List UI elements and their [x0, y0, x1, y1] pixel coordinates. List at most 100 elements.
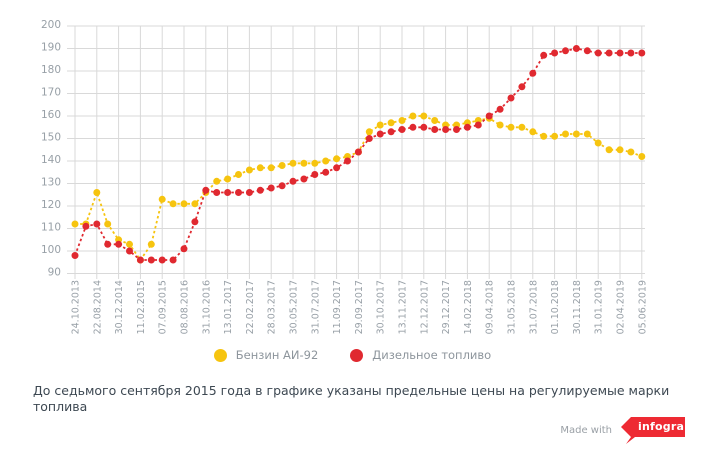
- data-point[interactable]: [158, 256, 166, 264]
- data-point[interactable]: [136, 256, 144, 264]
- data-point[interactable]: [420, 112, 428, 120]
- data-point[interactable]: [104, 220, 112, 228]
- data-point[interactable]: [376, 130, 384, 138]
- data-point[interactable]: [267, 164, 275, 172]
- data-point[interactable]: [627, 148, 635, 156]
- data-point[interactable]: [333, 155, 341, 163]
- data-point[interactable]: [180, 245, 188, 253]
- benzin-legend-marker-icon: [213, 348, 227, 362]
- data-point[interactable]: [572, 45, 580, 52]
- data-point[interactable]: [235, 189, 242, 196]
- data-point[interactable]: [115, 240, 123, 248]
- data-point[interactable]: [93, 220, 101, 228]
- data-point[interactable]: [540, 51, 548, 59]
- data-point[interactable]: [256, 186, 264, 194]
- data-point[interactable]: [431, 126, 439, 133]
- data-point[interactable]: [224, 175, 232, 183]
- data-point[interactable]: [256, 164, 264, 172]
- data-point[interactable]: [213, 189, 221, 196]
- data-point[interactable]: [71, 220, 79, 228]
- data-point[interactable]: [126, 240, 133, 248]
- x-axis-tick-label: 14.02.2018: [463, 280, 474, 334]
- data-point[interactable]: [147, 256, 155, 264]
- data-point[interactable]: [169, 200, 177, 208]
- data-point[interactable]: [245, 189, 253, 196]
- data-point[interactable]: [169, 256, 177, 264]
- data-point[interactable]: [442, 126, 450, 133]
- data-point[interactable]: [507, 123, 515, 131]
- data-point[interactable]: [71, 252, 79, 259]
- data-point[interactable]: [224, 189, 232, 196]
- data-point[interactable]: [605, 49, 613, 57]
- data-point[interactable]: [235, 171, 242, 178]
- data-point[interactable]: [354, 148, 362, 156]
- data-point[interactable]: [540, 132, 548, 140]
- data-point[interactable]: [551, 49, 559, 57]
- data-point[interactable]: [300, 175, 308, 183]
- data-point[interactable]: [376, 121, 384, 129]
- data-point[interactable]: [180, 200, 188, 208]
- data-point[interactable]: [616, 146, 624, 154]
- data-point[interactable]: [496, 121, 504, 129]
- data-point[interactable]: [344, 157, 351, 165]
- data-point[interactable]: [627, 49, 635, 57]
- data-point[interactable]: [213, 177, 221, 185]
- data-point[interactable]: [638, 153, 646, 160]
- data-point[interactable]: [496, 105, 504, 113]
- data-point[interactable]: [529, 128, 537, 136]
- data-point[interactable]: [398, 117, 406, 124]
- data-point[interactable]: [104, 240, 112, 248]
- x-axis-tick-label: 31.05.2018: [507, 280, 518, 334]
- data-point[interactable]: [463, 123, 471, 131]
- data-point[interactable]: [453, 126, 460, 133]
- data-point[interactable]: [518, 83, 526, 91]
- data-point[interactable]: [387, 128, 395, 136]
- data-point[interactable]: [311, 171, 319, 178]
- data-point[interactable]: [202, 186, 210, 194]
- data-point[interactable]: [158, 195, 166, 203]
- data-point[interactable]: [572, 130, 580, 138]
- data-point[interactable]: [431, 117, 439, 124]
- data-point[interactable]: [583, 47, 591, 55]
- data-point[interactable]: [289, 177, 297, 185]
- data-point[interactable]: [638, 49, 646, 57]
- data-point[interactable]: [365, 128, 373, 136]
- data-point[interactable]: [398, 126, 406, 133]
- data-point[interactable]: [93, 189, 101, 196]
- data-point[interactable]: [485, 112, 493, 120]
- data-point[interactable]: [594, 139, 602, 147]
- data-point[interactable]: [311, 159, 319, 167]
- data-point[interactable]: [322, 157, 330, 165]
- data-point[interactable]: [278, 162, 286, 169]
- data-point[interactable]: [365, 135, 373, 142]
- data-point[interactable]: [333, 164, 341, 172]
- data-point[interactable]: [245, 166, 253, 174]
- data-point[interactable]: [267, 184, 275, 192]
- data-point[interactable]: [474, 121, 482, 129]
- data-point[interactable]: [191, 218, 199, 226]
- data-point[interactable]: [583, 130, 591, 138]
- data-point[interactable]: [387, 119, 395, 127]
- data-point[interactable]: [562, 47, 569, 55]
- data-point[interactable]: [420, 123, 428, 131]
- data-point[interactable]: [322, 168, 330, 176]
- data-point[interactable]: [409, 112, 417, 120]
- x-axis-tick-label: 31.01.2019: [594, 280, 605, 334]
- infogram-badge[interactable]: infogram: [621, 417, 696, 444]
- data-point[interactable]: [82, 222, 90, 230]
- data-point[interactable]: [191, 200, 199, 208]
- data-point[interactable]: [518, 123, 526, 131]
- data-point[interactable]: [551, 132, 559, 140]
- data-point[interactable]: [507, 94, 515, 102]
- data-point[interactable]: [529, 69, 537, 77]
- data-point[interactable]: [126, 247, 133, 255]
- data-point[interactable]: [289, 159, 297, 167]
- data-point[interactable]: [562, 130, 569, 138]
- data-point[interactable]: [300, 159, 308, 167]
- data-point[interactable]: [605, 146, 613, 154]
- data-point[interactable]: [616, 49, 624, 57]
- data-point[interactable]: [147, 240, 155, 248]
- data-point[interactable]: [278, 182, 286, 190]
- data-point[interactable]: [409, 123, 417, 131]
- data-point[interactable]: [594, 49, 602, 57]
